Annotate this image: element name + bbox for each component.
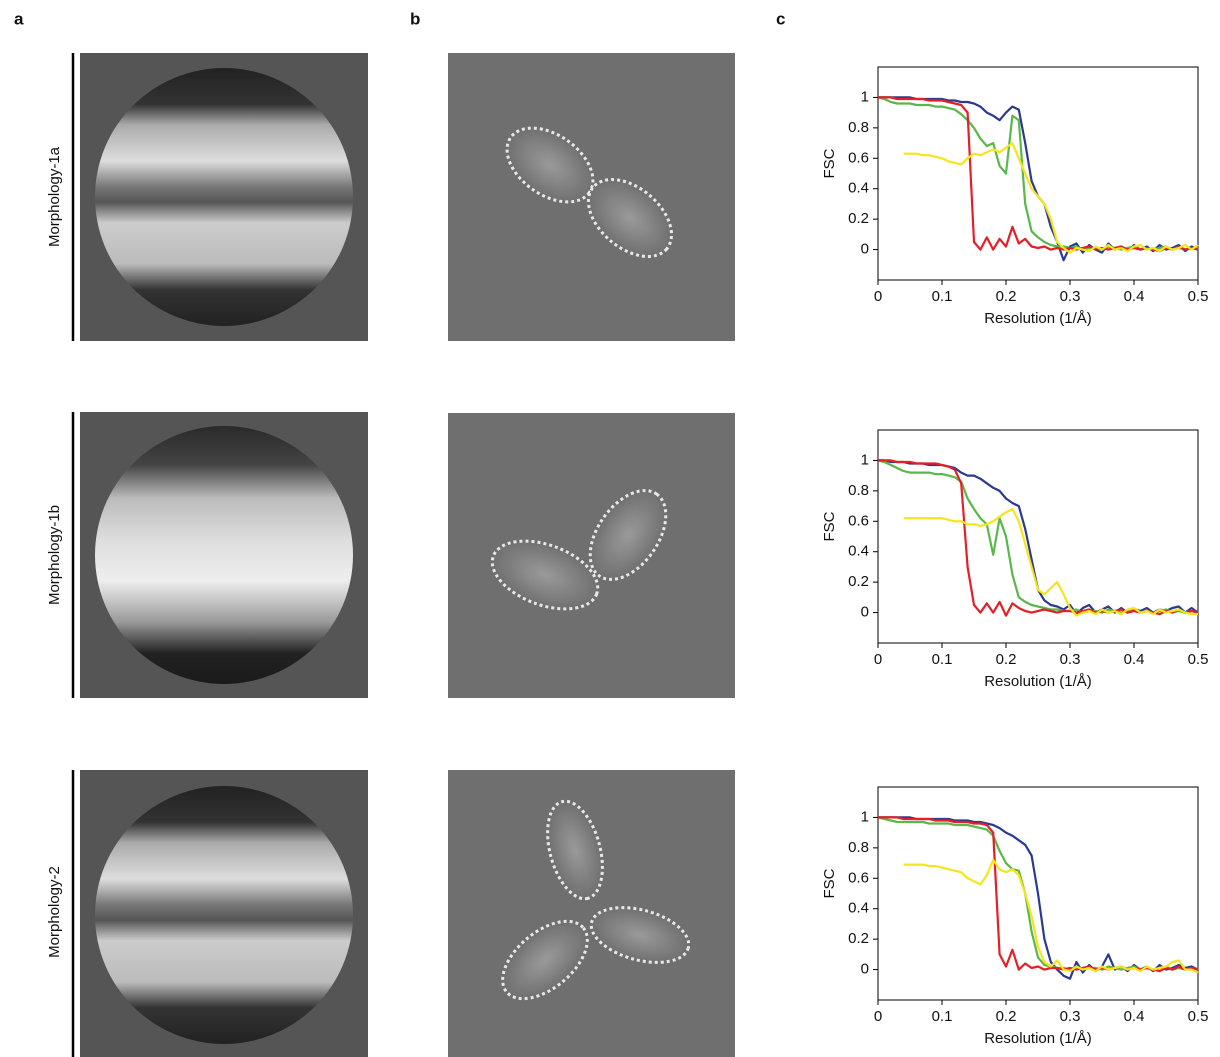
x-tick-label: 0.4: [1124, 651, 1145, 668]
x-tick-label: 0: [874, 288, 882, 305]
y-tick-label: 0.8: [848, 839, 869, 856]
row-label: Morphology-1a: [46, 146, 63, 247]
fsc-curve: [878, 97, 1198, 251]
x-tick-label: 0.4: [1124, 1008, 1145, 1025]
x-tick-label: 0: [874, 1008, 882, 1025]
x-tick-label: 0.3: [1060, 651, 1081, 668]
x-tick-label: 0.2: [996, 1008, 1017, 1025]
x-tick-label: 0.5: [1188, 651, 1209, 668]
y-tick-label: 0.8: [848, 119, 869, 136]
y-tick-label: 0: [861, 961, 869, 978]
image-disc: [95, 786, 353, 1044]
y-axis-label: FSC: [821, 148, 838, 178]
panel-label: c: [776, 9, 785, 28]
x-tick-label: 0.3: [1060, 1008, 1081, 1025]
y-axis-label: FSC: [821, 511, 838, 541]
y-tick-label: 0.6: [848, 869, 869, 886]
y-tick-label: 0.2: [848, 930, 869, 947]
y-tick-label: 0: [861, 604, 869, 621]
x-tick-label: 0.5: [1188, 1008, 1209, 1025]
y-tick-label: 0.6: [848, 149, 869, 166]
row-label: Morphology-1b: [46, 505, 63, 605]
x-tick-label: 0.3: [1060, 288, 1081, 305]
y-tick-label: 0.2: [848, 573, 869, 590]
image-projection: [448, 770, 735, 1057]
x-tick-label: 0.2: [996, 651, 1017, 668]
x-tick-label: 0.2: [996, 288, 1017, 305]
panel-label: a: [14, 9, 24, 28]
x-axis-label: Resolution (1/Å): [984, 310, 1092, 327]
x-tick-label: 0.1: [932, 651, 953, 668]
x-tick-label: 0.1: [932, 1008, 953, 1025]
y-tick-label: 0.6: [848, 512, 869, 529]
y-tick-label: 1: [861, 451, 869, 468]
panel-label: b: [410, 9, 420, 28]
fsc-curve: [878, 97, 1198, 260]
fsc-curve: [878, 460, 1198, 615]
x-tick-label: 0.1: [932, 288, 953, 305]
x-tick-label: 0: [874, 651, 882, 668]
image-disc: [95, 426, 353, 684]
fsc-curve: [904, 143, 1198, 253]
y-tick-label: 1: [861, 88, 869, 105]
fsc-curve: [878, 97, 1198, 249]
y-tick-label: 0.4: [848, 543, 869, 560]
row-label: Morphology-2: [46, 866, 63, 958]
y-tick-label: 0.2: [848, 210, 869, 227]
x-tick-label: 0.5: [1188, 288, 1209, 305]
y-tick-label: 0.8: [848, 482, 869, 499]
y-tick-label: 0.4: [848, 180, 869, 197]
x-axis-label: Resolution (1/Å): [984, 673, 1092, 690]
y-tick-label: 0.4: [848, 900, 869, 917]
figure: a b c Morphology-1a Morphology-1b Morpho…: [0, 0, 1220, 1057]
fsc-curve: [904, 860, 1198, 973]
x-tick-label: 0.4: [1124, 288, 1145, 305]
y-tick-label: 0: [861, 241, 869, 258]
x-axis-label: Resolution (1/Å): [984, 1030, 1092, 1047]
y-tick-label: 1: [861, 808, 869, 825]
y-axis-label: FSC: [821, 868, 838, 898]
fsc-curve: [904, 509, 1198, 615]
image-disc: [95, 68, 353, 326]
